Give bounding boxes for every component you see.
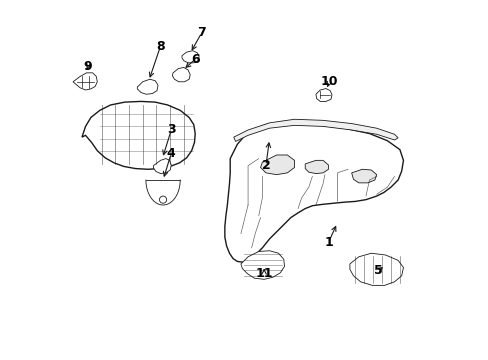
Polygon shape [315, 89, 331, 102]
Text: 4: 4 [166, 147, 175, 160]
Polygon shape [82, 102, 195, 169]
Text: 10: 10 [320, 75, 338, 88]
Polygon shape [233, 119, 397, 141]
Polygon shape [137, 79, 158, 94]
Polygon shape [349, 253, 403, 285]
Text: 1: 1 [324, 236, 332, 249]
Text: 11: 11 [255, 267, 272, 280]
Polygon shape [351, 169, 376, 183]
Text: 6: 6 [190, 53, 199, 66]
Text: 7: 7 [197, 26, 205, 39]
Polygon shape [305, 160, 328, 174]
Polygon shape [172, 67, 190, 82]
Polygon shape [73, 73, 97, 90]
Polygon shape [182, 51, 199, 63]
Text: 5: 5 [373, 264, 382, 276]
Polygon shape [260, 155, 294, 175]
Text: 8: 8 [156, 40, 164, 53]
Polygon shape [224, 123, 403, 262]
Text: 3: 3 [166, 123, 175, 136]
Polygon shape [241, 251, 284, 279]
Polygon shape [153, 158, 171, 174]
Text: 2: 2 [261, 159, 270, 172]
Text: 9: 9 [83, 60, 92, 73]
